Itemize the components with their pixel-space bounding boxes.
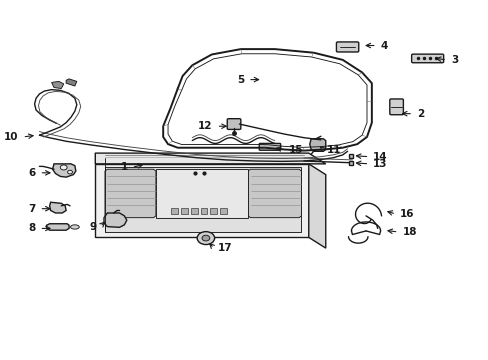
Polygon shape	[156, 169, 247, 218]
Polygon shape	[247, 169, 301, 218]
Text: 12: 12	[198, 121, 212, 131]
FancyBboxPatch shape	[389, 99, 403, 115]
Bar	[220, 208, 226, 214]
Text: 10: 10	[4, 132, 19, 142]
Polygon shape	[95, 164, 308, 237]
Text: 5: 5	[237, 75, 244, 85]
Text: 2: 2	[416, 109, 424, 119]
Text: 15: 15	[288, 144, 302, 154]
Bar	[190, 208, 197, 214]
Text: 8: 8	[28, 224, 36, 233]
Bar	[210, 208, 217, 214]
Circle shape	[60, 165, 67, 170]
Polygon shape	[309, 139, 325, 151]
Polygon shape	[308, 164, 325, 248]
Polygon shape	[52, 164, 76, 177]
FancyBboxPatch shape	[259, 143, 280, 150]
Polygon shape	[105, 167, 301, 232]
Polygon shape	[66, 79, 77, 86]
Circle shape	[67, 170, 72, 174]
Ellipse shape	[70, 225, 79, 229]
FancyBboxPatch shape	[336, 42, 358, 52]
Text: 3: 3	[450, 55, 457, 65]
Polygon shape	[95, 153, 325, 164]
Bar	[171, 208, 178, 214]
Text: 1: 1	[120, 162, 127, 172]
Polygon shape	[52, 81, 63, 89]
Polygon shape	[50, 202, 66, 213]
Text: 6: 6	[28, 168, 36, 178]
Text: 4: 4	[380, 41, 387, 50]
Circle shape	[197, 231, 214, 244]
Bar	[200, 208, 207, 214]
Text: 14: 14	[372, 152, 387, 162]
Text: 18: 18	[402, 227, 416, 237]
Text: 7: 7	[28, 204, 36, 214]
Circle shape	[202, 235, 209, 241]
Text: 11: 11	[326, 144, 341, 154]
Polygon shape	[47, 224, 69, 230]
Text: 13: 13	[372, 159, 387, 169]
Polygon shape	[104, 213, 126, 227]
Text: 17: 17	[218, 243, 232, 253]
Bar	[181, 208, 187, 214]
FancyBboxPatch shape	[411, 54, 443, 63]
FancyBboxPatch shape	[227, 119, 241, 130]
Polygon shape	[105, 169, 156, 218]
Text: 9: 9	[89, 222, 96, 231]
Text: 16: 16	[399, 209, 414, 219]
